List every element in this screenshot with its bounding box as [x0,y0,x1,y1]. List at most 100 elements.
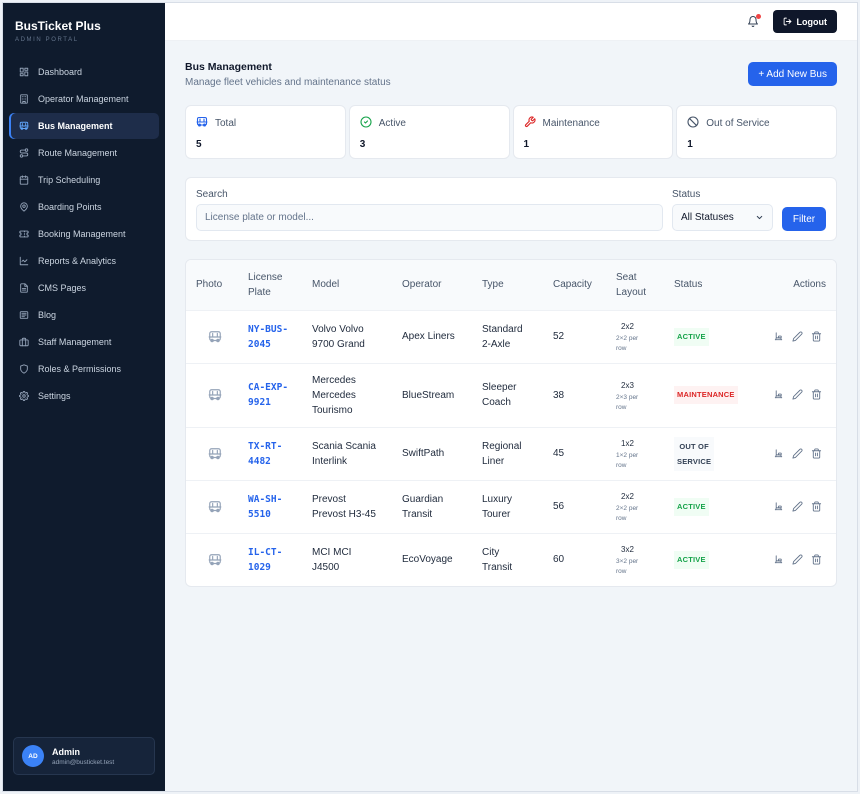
delete-trash-icon[interactable] [811,448,822,459]
user-card[interactable]: AD Admin admin@busticket.test [13,737,155,775]
seat-layout-detail: 2×2 per row [616,334,666,354]
logout-button[interactable]: Logout [772,10,837,33]
map-pin-icon [19,202,29,212]
operator-line: EcoVoyage [402,554,453,566]
type-line: Liner [482,455,505,467]
plate-line-2: 9921 [248,397,271,408]
license-plate-cell[interactable]: TX-RT- 4482 [244,427,308,480]
sidebar-item-bus-management[interactable]: Bus Management [9,113,159,139]
status-cell: OUT OF SERVICE [670,427,752,480]
delete-trash-icon[interactable] [811,389,822,400]
brand: BusTicket Plus ADMIN PORTAL [3,3,165,43]
sidebar-item-route-management[interactable]: Route Management [9,140,159,166]
status-badge-line: OUT OF [679,441,709,451]
search-input[interactable] [196,204,663,231]
sidebar-item-boarding-points[interactable]: Boarding Points [9,194,159,220]
seat-map-icon[interactable] [773,554,784,565]
sidebar-item-cms-pages[interactable]: CMS Pages [9,275,159,301]
seat-map-icon[interactable] [773,389,784,400]
col-status: Status [674,279,703,291]
license-plate-link[interactable]: NY-BUS- 2045 [248,322,304,352]
seat-layout-value: 3x2 [621,545,634,555]
license-plate-link[interactable]: WA-SH- 5510 [248,492,304,522]
sidebar-item-label: Bus Management [38,121,113,131]
stat-value: 3 [359,139,366,150]
delete-trash-icon[interactable] [811,501,822,512]
avatar: AD [22,745,44,767]
sidebar-item-staff-management[interactable]: Staff Management [9,329,159,355]
sidebar-item-blog[interactable]: Blog [9,302,159,328]
bus-photo-cell [186,480,244,533]
edit-pencil-icon[interactable] [792,554,803,565]
edit-pencil-icon[interactable] [792,331,803,342]
model-line: Tourismo [312,404,353,416]
notification-dot [755,13,761,19]
plate-line-2: 2045 [248,338,271,350]
sidebar: BusTicket Plus ADMIN PORTAL Dashboard Ope… [3,3,165,791]
sidebar-item-dashboard[interactable]: Dashboard [9,59,159,85]
license-plate-cell[interactable]: NY-BUS- 2045 [244,310,308,363]
type-cell: Regional Liner [478,427,549,480]
delete-trash-icon[interactable] [811,331,822,342]
edit-pencil-icon[interactable] [792,389,803,400]
sidebar-item-trip-scheduling[interactable]: Trip Scheduling [9,167,159,193]
model-line: J4500 [312,561,340,573]
ban-icon [687,116,699,131]
model-line: Mercedes [312,389,356,401]
edit-pencil-icon[interactable] [792,501,803,512]
status-cell: ACTIVE [670,480,752,533]
col-seat-layout: Seat Layout [612,260,670,310]
status-cell: ACTIVE [670,533,752,586]
license-plate-cell[interactable]: WA-SH- 5510 [244,480,308,533]
layout_sub-line: row [616,403,627,411]
delete-trash-icon[interactable] [811,554,822,565]
type-line: Tourer [482,508,511,520]
sidebar-item-reports-and-analytics[interactable]: Reports & Analytics [9,248,159,274]
bus-icon [208,388,222,402]
license-plate-link[interactable]: IL-CT- 1029 [248,545,304,575]
add-new-bus-button[interactable]: + Add New Bus [748,62,837,86]
plate-line-2: 5510 [248,508,271,520]
edit-pencil-icon[interactable] [792,448,803,459]
license-plate-link[interactable]: CA-EXP- 9921 [248,380,304,410]
type-cell: City Transit [478,533,549,586]
plate-line-1: TX-RT- [248,440,283,452]
type-line: 2-Axle [482,338,511,350]
type-line: Regional [482,440,522,452]
seat-map-icon[interactable] [773,331,784,342]
sidebar-item-settings[interactable]: Settings [9,383,159,409]
type-line: City [482,546,500,558]
status-badge: MAINTENANCE [674,386,738,404]
col-capacity: Capacity [553,279,592,291]
bus-icon [208,447,222,461]
status-badge-line: MAINTENANCE [677,390,735,399]
bus-photo-cell [186,310,244,363]
logout-label: Logout [796,16,828,27]
seat-map-icon[interactable] [773,448,784,459]
sidebar-item-operator-management[interactable]: Operator Management [9,86,159,112]
status-select[interactable]: All Statuses [672,204,773,231]
sidebar-item-roles-and-permissions[interactable]: Roles & Permissions [9,356,159,382]
status-select-value: All Statuses [681,212,734,223]
col-model: Model [312,279,340,291]
type-cell: Luxury Tourer [478,480,549,533]
bus-photo-cell [186,427,244,480]
filter-button[interactable]: Filter [782,207,826,231]
building-icon [19,94,29,104]
seat-layout-detail: 3×2 per row [616,557,666,577]
shield-icon [19,364,29,374]
operator-line: Transit [402,508,433,520]
license-plate-link[interactable]: TX-RT- 4482 [248,439,304,469]
table-body: NY-BUS- 2045 Volvo Volvo 9700 Grand Apex Lin… [186,310,836,586]
status-badge-line: ACTIVE [677,331,706,341]
seat-map-icon[interactable] [773,501,784,512]
operator-line: Apex Liners [402,331,455,342]
table-row: CA-EXP- 9921 Mercedes Mercedes Tourismo BlueS… [186,363,836,427]
grid-icon [19,67,29,77]
notification-bell-icon[interactable] [747,13,761,29]
license-plate-cell[interactable]: IL-CT- 1029 [244,533,308,586]
model-cell: MCI MCI J4500 [308,533,398,586]
actions-cell [752,363,836,427]
license-plate-cell[interactable]: CA-EXP- 9921 [244,363,308,427]
sidebar-item-booking-management[interactable]: Booking Management [9,221,159,247]
